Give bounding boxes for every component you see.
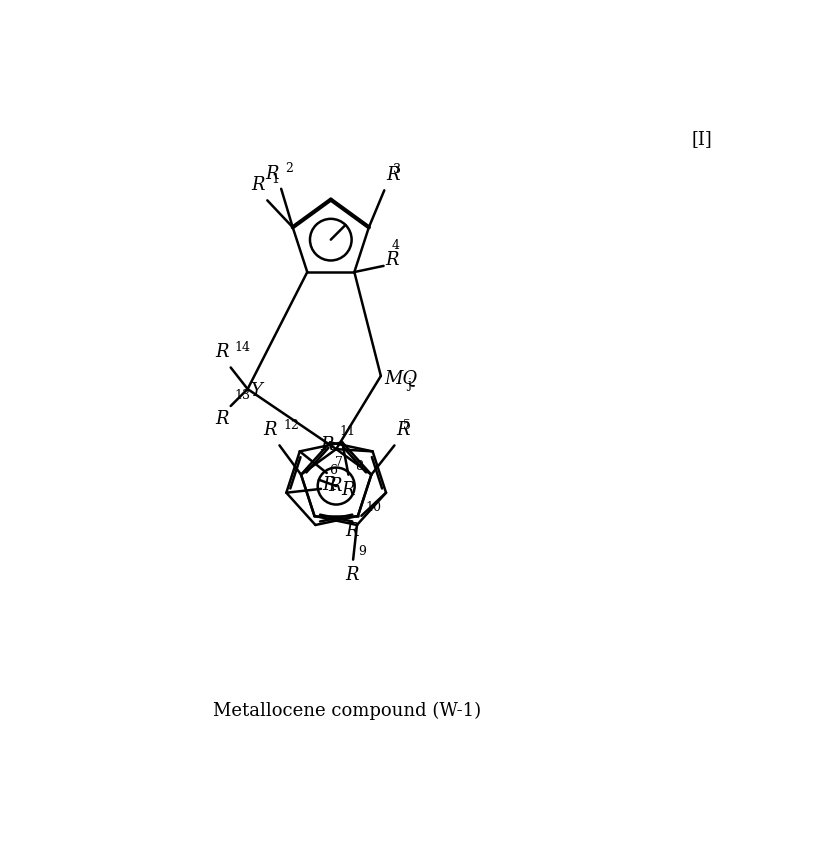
Text: 8: 8 (356, 460, 363, 473)
Text: 6: 6 (329, 464, 337, 477)
Text: R: R (386, 166, 399, 184)
Text: R: R (323, 476, 336, 494)
Text: 7: 7 (335, 456, 343, 469)
Text: [I]: [I] (692, 130, 713, 148)
Text: 3: 3 (393, 163, 401, 176)
Text: 1: 1 (271, 174, 279, 186)
Text: j: j (407, 378, 411, 391)
Text: 11: 11 (340, 425, 356, 438)
Text: 5: 5 (403, 418, 411, 432)
Text: MQ: MQ (384, 369, 417, 387)
Text: 14: 14 (234, 340, 251, 354)
Text: R: R (328, 477, 342, 495)
Text: R: R (214, 344, 229, 362)
Text: R: R (252, 176, 265, 194)
Text: R: R (396, 422, 409, 439)
Text: R: R (342, 481, 356, 498)
Text: R: R (346, 522, 359, 540)
Text: R: R (214, 410, 229, 428)
Text: R: R (264, 422, 277, 439)
Text: 4: 4 (392, 239, 400, 252)
Text: Metallocene compound (W-1): Metallocene compound (W-1) (213, 702, 481, 720)
Text: R: R (266, 165, 279, 183)
Text: 13: 13 (234, 389, 251, 402)
Text: 2: 2 (285, 162, 293, 175)
Text: R: R (385, 251, 398, 268)
Text: 9: 9 (359, 545, 366, 558)
Text: Y: Y (250, 381, 262, 399)
Text: 12: 12 (283, 418, 299, 432)
Text: R: R (345, 566, 358, 584)
Text: 10: 10 (365, 501, 381, 514)
Text: R: R (320, 436, 333, 454)
